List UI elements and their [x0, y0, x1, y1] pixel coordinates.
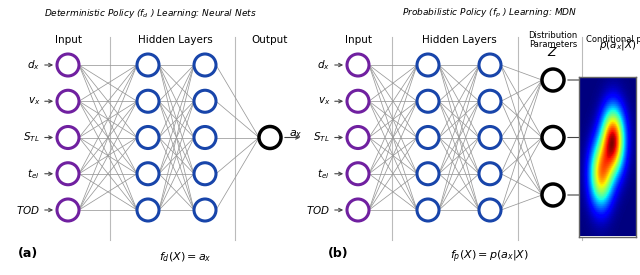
- Circle shape: [137, 163, 159, 185]
- Text: Output: Output: [252, 35, 288, 45]
- Circle shape: [347, 199, 369, 221]
- Text: Hidden Layers: Hidden Layers: [138, 35, 212, 45]
- Circle shape: [479, 90, 501, 112]
- Circle shape: [417, 199, 439, 221]
- Text: Distribution: Distribution: [529, 31, 578, 40]
- Circle shape: [347, 126, 369, 148]
- Text: (a): (a): [18, 246, 38, 260]
- Circle shape: [259, 126, 281, 148]
- Circle shape: [347, 54, 369, 76]
- Text: $v_x$: $v_x$: [317, 95, 330, 107]
- Text: $d_x$: $d_x$: [27, 58, 40, 72]
- Text: Probabilistic Policy ($f_p$ ) Learning: MDN: Probabilistic Policy ($f_p$ ) Learning: …: [403, 7, 578, 20]
- Circle shape: [194, 199, 216, 221]
- Text: Deterministic Policy ($f_d$ ) Learning: Neural Nets: Deterministic Policy ($f_d$ ) Learning: …: [44, 7, 256, 20]
- Circle shape: [542, 69, 564, 91]
- Circle shape: [57, 199, 79, 221]
- Text: $t_{el}$: $t_{el}$: [317, 167, 330, 181]
- Circle shape: [479, 163, 501, 185]
- Text: Parameters: Parameters: [529, 40, 577, 49]
- Text: Hidden Layers: Hidden Layers: [422, 35, 497, 45]
- Text: $Z$: $Z$: [547, 46, 559, 59]
- Circle shape: [57, 163, 79, 185]
- Text: Conditional pdf: Conditional pdf: [586, 35, 640, 44]
- Text: $f_d(X) = a_x$: $f_d(X) = a_x$: [159, 250, 211, 264]
- Circle shape: [57, 126, 79, 148]
- Text: $S_{TL}$: $S_{TL}$: [24, 131, 40, 144]
- Circle shape: [194, 163, 216, 185]
- Circle shape: [479, 199, 501, 221]
- Text: (b): (b): [328, 246, 349, 260]
- Circle shape: [479, 126, 501, 148]
- Text: $p(a_x|X)$: $p(a_x|X)$: [599, 38, 637, 52]
- Circle shape: [417, 126, 439, 148]
- Circle shape: [479, 54, 501, 76]
- Text: $a_x$: $a_x$: [289, 129, 303, 141]
- Text: Input: Input: [54, 35, 81, 45]
- Circle shape: [137, 90, 159, 112]
- Text: $S_{TL}$: $S_{TL}$: [314, 131, 330, 144]
- Text: $d_x$: $d_x$: [317, 58, 330, 72]
- Circle shape: [194, 54, 216, 76]
- Text: $TOD$: $TOD$: [16, 204, 40, 216]
- Circle shape: [137, 54, 159, 76]
- Text: $t_{el}$: $t_{el}$: [28, 167, 40, 181]
- Text: Input: Input: [344, 35, 371, 45]
- Text: $v_x$: $v_x$: [28, 95, 40, 107]
- Circle shape: [347, 90, 369, 112]
- Circle shape: [57, 90, 79, 112]
- Circle shape: [347, 163, 369, 185]
- Text: $f_p(X) = p(a_x|X)$: $f_p(X) = p(a_x|X)$: [451, 249, 529, 265]
- Circle shape: [417, 90, 439, 112]
- Circle shape: [417, 54, 439, 76]
- Circle shape: [194, 126, 216, 148]
- Circle shape: [137, 199, 159, 221]
- Circle shape: [137, 126, 159, 148]
- Circle shape: [417, 163, 439, 185]
- Text: $TOD$: $TOD$: [306, 204, 330, 216]
- Circle shape: [542, 126, 564, 148]
- Circle shape: [542, 184, 564, 206]
- Circle shape: [194, 90, 216, 112]
- Circle shape: [57, 54, 79, 76]
